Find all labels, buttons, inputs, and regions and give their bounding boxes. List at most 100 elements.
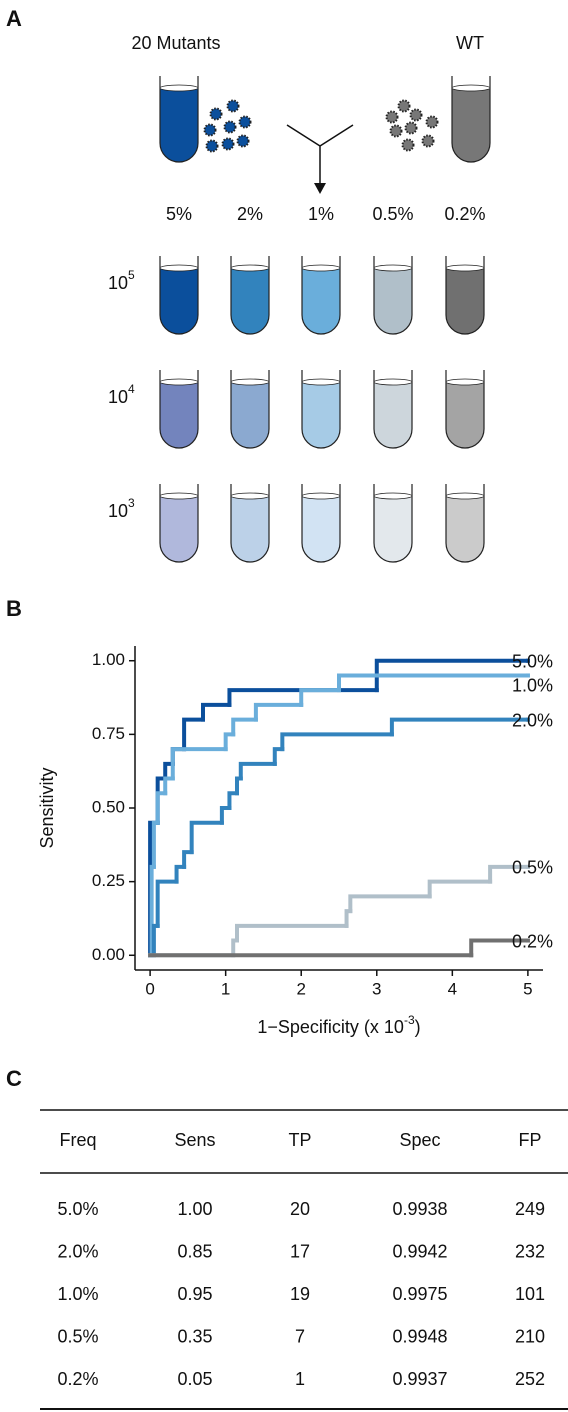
dilution-label: 105 <box>108 268 135 293</box>
tube-outline <box>445 484 485 563</box>
y-tick-label: 0.25 <box>92 871 125 890</box>
frequency-label: 1% <box>308 204 334 224</box>
table-cell: 0.35 <box>177 1326 212 1346</box>
table-cell: 20 <box>290 1199 310 1219</box>
tube-liquid <box>374 268 412 334</box>
tube-meniscus <box>230 492 270 500</box>
roc-step <box>182 850 194 869</box>
roc-step <box>170 747 228 781</box>
mutants-label: 20 Mutants <box>131 33 220 53</box>
roc-step <box>155 879 179 928</box>
panel-label: A <box>6 6 22 31</box>
table-cell: 2.0% <box>57 1241 98 1261</box>
tube-meniscus <box>159 84 199 92</box>
roc-step <box>299 688 341 707</box>
virus-particle <box>409 108 423 122</box>
tube-outline <box>301 484 341 563</box>
series-label: 1.0% <box>512 675 553 695</box>
table-cell: 0.05 <box>177 1369 212 1389</box>
frequency-label: 5% <box>166 204 192 224</box>
x-axis-title-text: 1−Specificity (x 10 <box>257 1017 404 1037</box>
tube-meniscus <box>301 264 341 272</box>
dilution-exponent: 3 <box>128 496 135 510</box>
table-header: FP <box>518 1130 541 1150</box>
table-cell: 210 <box>515 1326 545 1346</box>
table-header: Spec <box>399 1130 440 1150</box>
tube-meniscus <box>445 378 485 386</box>
panel-label: B <box>6 596 22 621</box>
virus-particle <box>236 134 250 148</box>
virus-particle <box>226 99 240 113</box>
virus-particle <box>385 110 399 124</box>
y-axis-title: Sensitivity <box>37 767 57 848</box>
table-cell: 0.9942 <box>392 1241 447 1261</box>
table-cell: 249 <box>515 1199 545 1219</box>
tube-outline <box>301 256 341 335</box>
tube-outline <box>230 370 270 449</box>
roc-step <box>231 938 239 958</box>
tube-liquid <box>302 382 340 448</box>
virus-particle <box>421 134 435 148</box>
table-cell: 7 <box>295 1326 305 1346</box>
tube-outline <box>451 76 491 163</box>
roc-step <box>348 894 432 914</box>
tube-liquid <box>160 88 198 162</box>
wt-label: WT <box>456 33 484 53</box>
frequency-label: 0.2% <box>444 204 485 224</box>
tube-outline <box>159 256 199 335</box>
dilution-base: 10 <box>108 273 128 293</box>
roc-step <box>344 909 353 928</box>
tube-liquid <box>160 382 198 448</box>
virus-particle <box>209 107 223 121</box>
mix-arrow <box>286 124 354 185</box>
roc-step <box>155 791 168 825</box>
tube-meniscus <box>373 264 413 272</box>
y-tick-label: 1.00 <box>92 650 125 669</box>
tube-liquid <box>231 496 269 562</box>
roc-step <box>389 717 530 737</box>
table-cell: 17 <box>290 1241 310 1261</box>
virus-particle <box>205 139 219 153</box>
table-cell: 0.9937 <box>392 1369 447 1389</box>
dilution-label: 103 <box>108 496 135 521</box>
tube-meniscus <box>230 264 270 272</box>
x-tick-label: 1 <box>221 979 230 998</box>
table-cell: 1.0% <box>57 1284 98 1304</box>
tube-meniscus <box>159 264 199 272</box>
roc-step <box>427 879 493 899</box>
x-axis-title-exponent: -3 <box>404 1013 415 1027</box>
dilution-base: 10 <box>108 387 128 407</box>
tube-liquid <box>446 268 484 334</box>
table-cell: 0.9975 <box>392 1284 447 1304</box>
table-cell: 1 <box>295 1369 305 1389</box>
tube-outline <box>445 256 485 335</box>
x-tick-label: 0 <box>145 979 154 998</box>
roc-step <box>189 820 224 855</box>
tube-meniscus <box>451 84 491 92</box>
virus-particle <box>238 115 252 129</box>
table-cell: 0.2% <box>57 1369 98 1389</box>
roc-step <box>163 776 175 796</box>
roc-step <box>219 806 232 825</box>
tube-liquid <box>446 496 484 562</box>
virus-particle <box>425 115 439 129</box>
y-tick-label: 0.50 <box>92 797 125 816</box>
tube-meniscus <box>159 492 199 500</box>
roc-step <box>163 761 175 781</box>
roc-step <box>231 717 258 737</box>
tube-liquid <box>374 382 412 448</box>
roc-step <box>253 702 304 722</box>
series-label: 2.0% <box>512 710 553 730</box>
tube-outline <box>159 370 199 449</box>
tube-liquid <box>231 382 269 448</box>
virus-particle <box>397 99 411 113</box>
roc-step <box>151 923 160 958</box>
tube-outline <box>373 256 413 335</box>
table-cell: 0.9948 <box>392 1326 447 1346</box>
table-header: TP <box>288 1130 311 1150</box>
table-header: Sens <box>174 1130 215 1150</box>
roc-step <box>151 820 160 869</box>
tube-outline <box>230 256 270 335</box>
x-tick-label: 4 <box>448 979 457 998</box>
table-cell: 1.00 <box>177 1199 212 1219</box>
